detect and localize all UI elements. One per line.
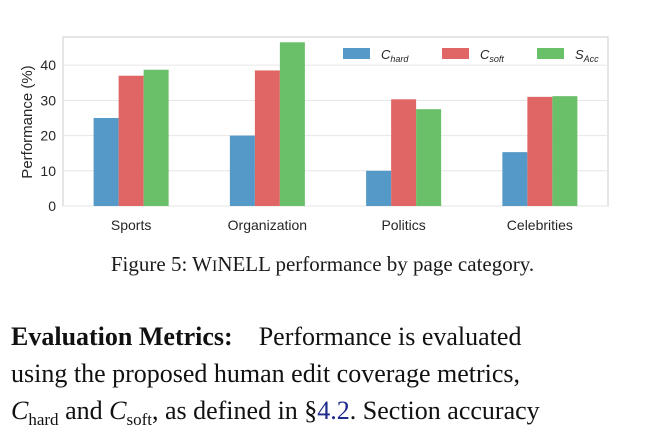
legend-swatch bbox=[537, 48, 564, 59]
bar-c-hard-sports bbox=[93, 117, 119, 206]
legend-swatch bbox=[442, 48, 469, 59]
y-tick-label: 10 bbox=[40, 163, 56, 179]
bar-s-acc-sports bbox=[143, 69, 169, 207]
bar-c-soft-organization bbox=[254, 70, 280, 207]
paragraph-line-1: Evaluation Metrics: Performance is evalu… bbox=[11, 318, 636, 355]
bars bbox=[93, 42, 578, 207]
x-tick-label: Celebrities bbox=[507, 217, 573, 233]
legend: Chard Csoft SAcc bbox=[343, 47, 599, 64]
bar-s-acc-organization bbox=[279, 42, 305, 206]
bar-c-hard-politics bbox=[366, 170, 392, 206]
bar-c-soft-celebrities bbox=[527, 96, 553, 206]
paragraph-line-3: Chard and Csoft, as defined in §4.2. Sec… bbox=[11, 392, 636, 438]
section-ref-link[interactable]: 4.2 bbox=[317, 396, 350, 425]
figure-caption: Figure 5: WINELL performance by page cat… bbox=[0, 252, 645, 277]
y-tick-label: 0 bbox=[48, 198, 56, 214]
x-tick-labels: Sports Organization Politics Celebrities bbox=[111, 217, 573, 233]
line3-end: . Section accuracy bbox=[349, 396, 540, 425]
bar-c-hard-celebrities bbox=[502, 152, 528, 206]
bar-c-soft-politics bbox=[391, 99, 417, 206]
legend-label: Csoft bbox=[480, 47, 504, 64]
caption-suffix: performance by page category. bbox=[270, 252, 535, 276]
x-tick-label: Sports bbox=[111, 217, 151, 233]
paragraph-line-2: using the proposed human edit coverage m… bbox=[11, 359, 521, 388]
caption-name-rest: NELL bbox=[217, 252, 271, 276]
c-hard-symbol: Chard bbox=[11, 396, 59, 429]
paragraph-heading: Evaluation Metrics: bbox=[11, 322, 233, 351]
y-tick-labels: 0 10 20 30 40 bbox=[40, 57, 56, 214]
and-word: and bbox=[65, 396, 103, 425]
bar-c-hard-organization bbox=[229, 135, 255, 206]
x-tick-label: Politics bbox=[381, 217, 425, 233]
y-tick-label: 20 bbox=[40, 128, 56, 144]
legend-swatch bbox=[343, 48, 370, 59]
body-paragraph: Evaluation Metrics: Performance is evalu… bbox=[11, 318, 636, 438]
c-soft-symbol: Csoft bbox=[109, 396, 152, 429]
defined-text: , as defined in § bbox=[151, 396, 318, 425]
legend-label: SAcc bbox=[575, 47, 599, 64]
y-axis-label: Performance (%) bbox=[19, 65, 36, 178]
y-tick-label: 30 bbox=[40, 92, 56, 108]
bar-s-acc-celebrities bbox=[552, 96, 578, 206]
x-tick-label: Organization bbox=[228, 217, 307, 233]
bar-c-soft-sports bbox=[118, 75, 144, 207]
caption-smallcaps: I bbox=[211, 258, 218, 275]
caption-prefix: Figure 5: W bbox=[110, 252, 212, 276]
bar-chart: 0 10 20 30 40 Sports Organization Politics Cele… bbox=[19, 36, 609, 233]
line1-text: Performance is evaluated bbox=[258, 322, 522, 351]
legend-label: Chard bbox=[381, 47, 409, 64]
y-tick-label: 40 bbox=[40, 57, 56, 73]
bar-s-acc-politics bbox=[416, 109, 442, 206]
